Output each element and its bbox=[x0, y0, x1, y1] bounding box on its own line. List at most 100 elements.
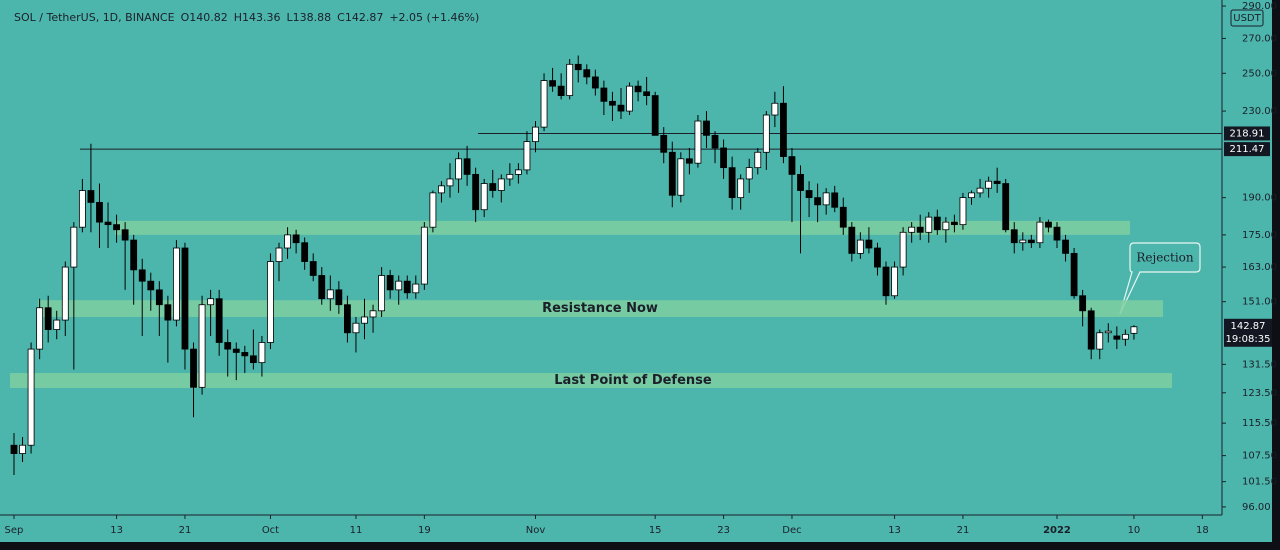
candle-body bbox=[455, 158, 462, 180]
candle-body bbox=[839, 206, 847, 228]
candle-body bbox=[1045, 221, 1052, 228]
level-label-box bbox=[1224, 126, 1270, 141]
zone bbox=[38, 300, 1163, 317]
candle-body bbox=[814, 197, 822, 206]
change: +2.05 (+1.46%) bbox=[389, 11, 479, 24]
candle-body bbox=[1079, 295, 1087, 312]
candle-body bbox=[309, 261, 317, 276]
candle-body bbox=[617, 104, 625, 112]
y-tick-label: 131.50 bbox=[1242, 359, 1277, 370]
candle-body bbox=[540, 80, 548, 128]
candle-body bbox=[557, 85, 565, 96]
candle-body bbox=[865, 239, 873, 249]
candle-body bbox=[249, 355, 257, 364]
candle-body bbox=[53, 319, 61, 330]
ohlc-value: 138.88 bbox=[293, 11, 332, 24]
candle-body bbox=[96, 202, 103, 223]
candle-body bbox=[574, 63, 582, 71]
candle-body bbox=[1027, 239, 1035, 244]
y-tick-label: 250.00 bbox=[1242, 68, 1277, 79]
candle-body bbox=[113, 224, 120, 231]
candle-body bbox=[668, 151, 676, 196]
candle-body bbox=[463, 158, 471, 175]
candle-body bbox=[181, 247, 189, 350]
candle-body bbox=[1062, 239, 1069, 254]
candle-body bbox=[130, 239, 138, 271]
candle-body bbox=[951, 221, 958, 226]
candle-body bbox=[874, 247, 881, 268]
candle-body bbox=[70, 226, 78, 268]
candle-body bbox=[600, 87, 608, 102]
candle-body bbox=[27, 348, 35, 446]
candle-body bbox=[284, 234, 291, 249]
candle-body bbox=[138, 269, 146, 282]
candle-body bbox=[788, 156, 796, 175]
candle-body bbox=[685, 158, 693, 164]
candle-body bbox=[275, 247, 283, 262]
currency-box bbox=[1230, 9, 1264, 27]
candle-body bbox=[745, 167, 753, 180]
candle-body bbox=[472, 173, 480, 211]
candle-body bbox=[754, 151, 762, 169]
candle-body bbox=[1087, 310, 1095, 350]
candle-body bbox=[147, 280, 155, 291]
currency: USDT bbox=[1233, 13, 1261, 24]
candle-body bbox=[361, 316, 368, 324]
x-tick-label: 18 bbox=[1196, 525, 1209, 536]
level-label: 218.91 bbox=[1230, 128, 1265, 139]
y-tick-label: 107.50 bbox=[1242, 451, 1277, 462]
candle-body bbox=[480, 183, 488, 211]
candle-body bbox=[292, 234, 300, 244]
candle-body bbox=[566, 63, 574, 96]
candle-body bbox=[916, 226, 924, 233]
candle-body bbox=[173, 247, 180, 321]
candle-body bbox=[1002, 183, 1010, 231]
candle-body bbox=[643, 91, 651, 96]
candle-body bbox=[634, 85, 642, 93]
candle-body bbox=[155, 289, 163, 306]
candle-body bbox=[908, 226, 916, 233]
candle-body bbox=[87, 190, 95, 203]
candle-body bbox=[438, 185, 445, 194]
candle-body bbox=[1070, 252, 1078, 297]
candle-body bbox=[267, 261, 274, 343]
x-tick-label: Oct bbox=[262, 525, 279, 536]
last-price-box bbox=[1224, 318, 1272, 347]
zone-label: Resistance Now bbox=[542, 301, 658, 316]
candle-body bbox=[899, 231, 907, 268]
candle-body bbox=[224, 342, 232, 350]
candle-body bbox=[1130, 326, 1138, 334]
y-tick-label: 115.50 bbox=[1242, 418, 1277, 429]
candle-body bbox=[369, 310, 377, 318]
x-tick-label: 15 bbox=[649, 525, 662, 536]
candle-body bbox=[882, 266, 890, 297]
candle-body bbox=[762, 114, 770, 153]
candle-body bbox=[728, 167, 736, 199]
candle-body bbox=[523, 141, 531, 171]
candle-body bbox=[232, 348, 240, 353]
candle-body bbox=[720, 147, 727, 169]
x-tick-label: 13 bbox=[110, 525, 123, 536]
candle-body bbox=[164, 304, 172, 321]
zone-label: Last Point of Defense bbox=[554, 373, 712, 388]
candle-body bbox=[215, 298, 223, 343]
y-tick-label: 101.50 bbox=[1242, 477, 1277, 488]
candle-body bbox=[976, 187, 984, 194]
x-tick-label: 11 bbox=[350, 525, 363, 536]
header-text: SOL / TetherUS, 1D, BINANCE O140.82 H143.3… bbox=[14, 11, 479, 24]
x-tick-label: 21 bbox=[179, 525, 192, 536]
candle-body bbox=[797, 173, 804, 191]
candle-body bbox=[703, 120, 710, 136]
candle-body bbox=[78, 190, 86, 228]
candle-body bbox=[993, 180, 1001, 184]
candle-body bbox=[10, 444, 18, 454]
zone bbox=[115, 220, 1130, 235]
candle-body bbox=[805, 190, 813, 199]
ohlc-value: 143.36 bbox=[242, 11, 281, 24]
candle-body bbox=[344, 304, 351, 334]
candle-body bbox=[626, 85, 633, 112]
candle-body bbox=[856, 239, 864, 254]
ohlc-prefix: O bbox=[181, 11, 190, 24]
symbol: SOL / TetherUS, 1D, BINANCE bbox=[14, 11, 175, 24]
